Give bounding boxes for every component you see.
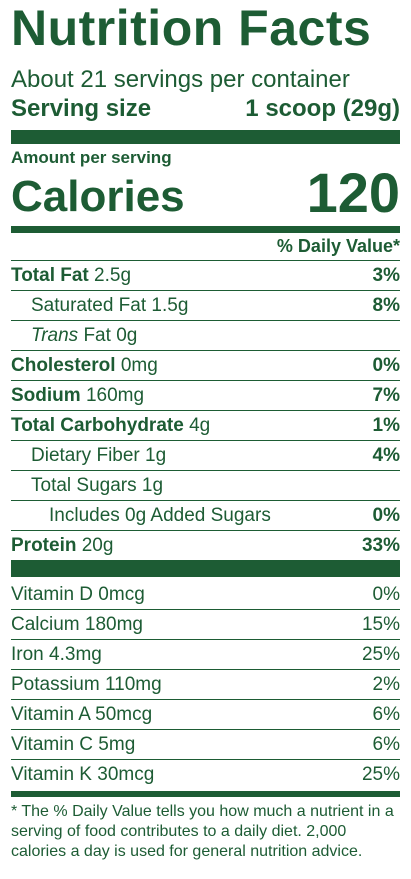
nutrient-name: Total Sugars [31,474,137,496]
nutrient-amount: 1g [141,474,164,496]
vitamin-dv: 15% [361,613,400,635]
nutrient-amount: 1g [145,444,167,466]
vitamin-amount: 30mcg [97,763,155,785]
nutrient-row-total-sugars: Total Sugars 1g [11,471,400,501]
calories-row: Calories 120 [11,161,400,224]
nutrient-amount: 0g [116,324,138,346]
label-title: Nutrition Facts [11,0,372,56]
nutrient-dv: 4% [372,444,400,466]
nutrient-amount: 20g [81,534,114,556]
amount-per-serving: Amount per serving [11,148,172,167]
nutrient-amount: 1.5g [151,294,189,316]
nutrient-row-dietary-fiber: Dietary Fiber 1g 4% [11,441,400,471]
nutrient-amount: 2.5g [94,264,132,286]
nutrient-row-saturated-fat: Saturated Fat 1.5g 8% [11,291,400,321]
nutrient-name: Cholesterol [11,354,116,376]
vitamin-amount: 5mg [98,733,136,755]
nutrient-row-trans-fat: Trans Fat 0g [11,321,400,351]
divider-medium [11,226,400,233]
nutrient-name: Sodium [11,384,81,406]
serving-size-label: Serving size [11,95,152,122]
nutrient-dv: 33% [361,534,400,556]
nutrient-row-total-carbohydrate: Total Carbohydrate 4g 1% [11,411,400,441]
vitamin-name: Potassium [11,673,100,695]
vitamin-name: Vitamin K [11,763,92,785]
nutrient-amount: 160mg [85,384,145,406]
nutrient-name: Includes 0g Added Sugars [49,504,271,526]
vitamin-amount: 4.3mg [49,643,102,665]
vitamin-row: Calcium 180mg 15% [11,610,400,640]
nutrient-row-sodium: Sodium 160mg 7% [11,381,400,411]
divider-bottom [11,791,400,797]
nutrient-name: Dietary Fiber [31,444,140,466]
vitamin-row: Iron 4.3mg 25% [11,640,400,670]
nutrient-dv: 1% [372,414,400,436]
vitamin-name: Calcium [11,613,80,635]
vitamin-dv: 0% [372,583,400,605]
vitamin-row: Potassium 110mg 2% [11,670,400,700]
nutrient-amount: 4g [189,414,211,436]
vitamin-name: Vitamin C [11,733,94,755]
nutrient-row-protein: Protein 20g 33% [11,531,400,560]
nutrient-dv: 8% [372,294,400,316]
daily-value-footnote: * The % Daily Value tells you how much a… [11,803,394,860]
nutrient-name: Protein [11,534,77,556]
nutrient-dv: 0% [372,354,400,376]
vitamin-dv: 6% [372,733,400,755]
vitamin-name: Iron [11,643,44,665]
serving-size-row: Serving size 1 scoop (29g) [11,94,400,124]
nutrient-amount: 0mg [120,354,158,376]
vitamin-amount: 110mg [104,673,162,695]
vitamin-name: Vitamin A [11,703,90,725]
vitamin-dv: 2% [372,673,400,695]
vitamin-dv: 6% [372,703,400,725]
vitamin-amount: 180mg [84,613,144,635]
vitamin-amount: 0mcg [98,583,145,605]
calories-value: 120 [306,161,400,224]
nutrient-row-cholesterol: Cholesterol 0mg 0% [11,351,400,381]
divider-heavy [11,560,400,577]
nutrient-name: Saturated Fat [31,294,147,316]
vitamin-dv: 25% [361,643,400,665]
nutrient-dv: 3% [372,264,400,286]
daily-value-header: % Daily Value* [11,233,400,261]
vitamin-row: Vitamin K 30mcg 25% [11,760,400,789]
nutrient-row-added-sugars: Includes 0g Added Sugars 0% [11,501,400,531]
nutrient-name-italic: Trans [31,324,79,346]
nutrient-name: Fat [83,324,111,346]
vitamin-amount: 50mcg [95,703,153,725]
vitamin-row: Vitamin D 0mcg 0% [11,580,400,610]
vitamin-dv: 25% [361,763,400,785]
nutrient-dv: 0% [372,504,400,526]
vitamin-row: Vitamin A 50mcg 6% [11,700,400,730]
vitamin-name: Vitamin D [11,583,94,605]
serving-size-value: 1 scoop (29g) [245,95,400,122]
nutrient-row-total-fat: Total Fat 2.5g 3% [11,261,400,291]
calories-label: Calories [11,172,185,221]
divider-thick [11,130,400,144]
nutrient-name: Total Carbohydrate [11,414,184,436]
nutrient-name: Total Fat [11,264,89,286]
servings-per-container: About 21 servings per container [11,66,350,93]
vitamin-row: Vitamin C 5mg 6% [11,730,400,760]
nutrient-dv: 7% [372,384,400,406]
